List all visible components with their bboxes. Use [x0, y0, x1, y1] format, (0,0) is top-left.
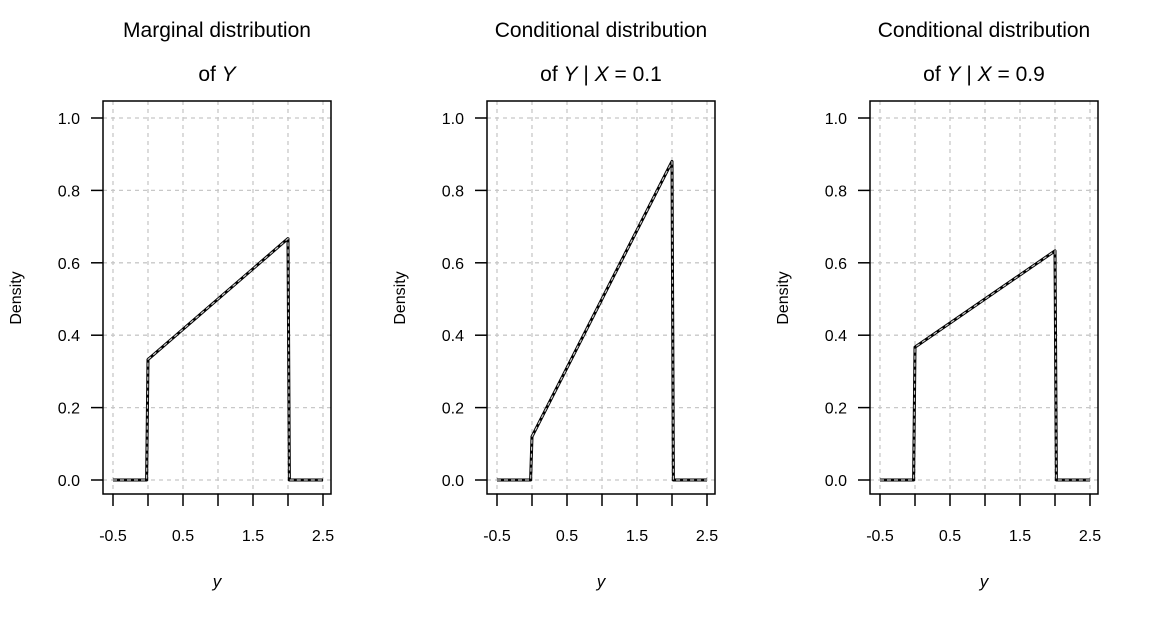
- panel-1: -0.5 0.5 1.5 2.5 0.0 0.2 0.4 0.6 0.8 1.0 y Density M…: [8, 19, 334, 591]
- y-axis-label: Density: [775, 271, 792, 324]
- x-axis-label: y: [596, 572, 607, 591]
- plot-box: [486, 100, 716, 495]
- y-tick-label: 0.0: [442, 473, 464, 490]
- x-tick-label: -0.5: [99, 528, 127, 545]
- y-tick-label: 1.0: [825, 111, 847, 128]
- density-overlay-line: [113, 237, 323, 481]
- x-tick-label: 2.5: [696, 528, 718, 545]
- y-tick-label: 0.0: [58, 473, 80, 490]
- x-tick-label: 1.5: [1009, 528, 1031, 545]
- y-tick-label: 0.8: [825, 183, 847, 200]
- y-tick-label: 0.8: [58, 183, 80, 200]
- chart-title-line-2: of Y | X = 0.9: [923, 63, 1045, 86]
- y-tick-label: 0.4: [442, 328, 464, 345]
- x-tick-label: 2.5: [312, 528, 334, 545]
- density-overlay-line: [497, 161, 707, 481]
- x-tick-label: 0.5: [172, 528, 194, 545]
- chart-title-line-2: of Y: [198, 63, 237, 86]
- x-tick-label: -0.5: [483, 528, 511, 545]
- y-axis-label: Density: [392, 271, 409, 324]
- chart-title-line-2: of Y | X = 0.1: [540, 63, 662, 86]
- y-tick-label: 0.4: [825, 328, 847, 345]
- chart-title-line-1: Conditional distribution: [495, 19, 707, 42]
- x-axis-label: y: [979, 572, 990, 591]
- y-tick-label: 0.2: [442, 401, 464, 418]
- panel-2: -0.5 0.5 1.5 2.5 0.0 0.2 0.4 0.6 0.8 1.0 y Density C…: [392, 19, 718, 591]
- chart-title-line-1: Conditional distribution: [878, 19, 1090, 42]
- y-tick-label: 0.8: [442, 183, 464, 200]
- y-tick-label: 0.4: [58, 328, 80, 345]
- y-tick-label: 0.6: [58, 256, 80, 273]
- x-tick-label: 0.5: [556, 528, 578, 545]
- y-tick-label: 0.6: [825, 256, 847, 273]
- density-overlay-line: [880, 249, 1090, 481]
- y-tick-label: 1.0: [442, 111, 464, 128]
- x-tick-label: -0.5: [866, 528, 894, 545]
- plot-box: [869, 100, 1099, 495]
- y-tick-label: 1.0: [58, 111, 80, 128]
- plot-box: [102, 100, 332, 495]
- y-tick-label: 0.2: [825, 401, 847, 418]
- x-tick-label: 0.5: [939, 528, 961, 545]
- y-tick-label: 0.2: [58, 401, 80, 418]
- x-tick-label: 2.5: [1079, 528, 1101, 545]
- y-axis-label: Density: [8, 271, 25, 324]
- panel-3: -0.5 0.5 1.5 2.5 0.0 0.2 0.4 0.6 0.8 1.0 y Density C…: [775, 19, 1101, 591]
- chart-title-line-1: Marginal distribution: [123, 19, 311, 42]
- x-tick-label: 1.5: [626, 528, 648, 545]
- y-tick-label: 0.0: [825, 473, 847, 490]
- y-tick-label: 0.6: [442, 256, 464, 273]
- x-axis-label: y: [212, 572, 223, 591]
- x-tick-label: 1.5: [242, 528, 264, 545]
